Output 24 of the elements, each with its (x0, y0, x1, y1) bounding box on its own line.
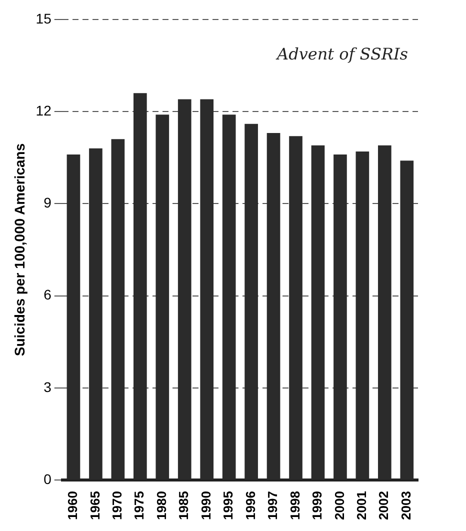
x-tick-label: 1996 (242, 491, 258, 520)
x-tick-label: 1965 (87, 491, 102, 520)
x-tick-label: 2000 (332, 491, 347, 520)
x-tick-label: 1985 (176, 491, 192, 520)
x-tick-label: 1970 (110, 491, 125, 520)
x-tick-label: 2002 (376, 491, 392, 520)
x-tick-label: 1997 (265, 491, 280, 520)
x-tick-label: 1995 (220, 491, 236, 520)
y-tick-label: 15 (36, 10, 52, 26)
x-tick-label: 1990 (198, 491, 214, 520)
x-tick-label: 1980 (154, 491, 169, 520)
x-tick-label: 2003 (398, 491, 414, 520)
x-tick-label: 1960 (65, 491, 80, 520)
y-tick-label: 0 (44, 470, 52, 487)
annotation: Advent of SSRIs (275, 44, 408, 64)
x-tick-label: 2001 (354, 491, 370, 520)
x-tick-label: 1998 (287, 491, 302, 520)
y-tick-label: 9 (44, 194, 52, 211)
y-tick-label: 6 (44, 286, 52, 303)
x-tick-label: 1999 (310, 491, 325, 520)
y-tick-label: 3 (44, 378, 52, 395)
y-axis-title: Suicides per 100,000 Americans (11, 143, 28, 356)
y-tick-label: 12 (36, 102, 52, 118)
x-tick-label: 1975 (132, 491, 147, 520)
